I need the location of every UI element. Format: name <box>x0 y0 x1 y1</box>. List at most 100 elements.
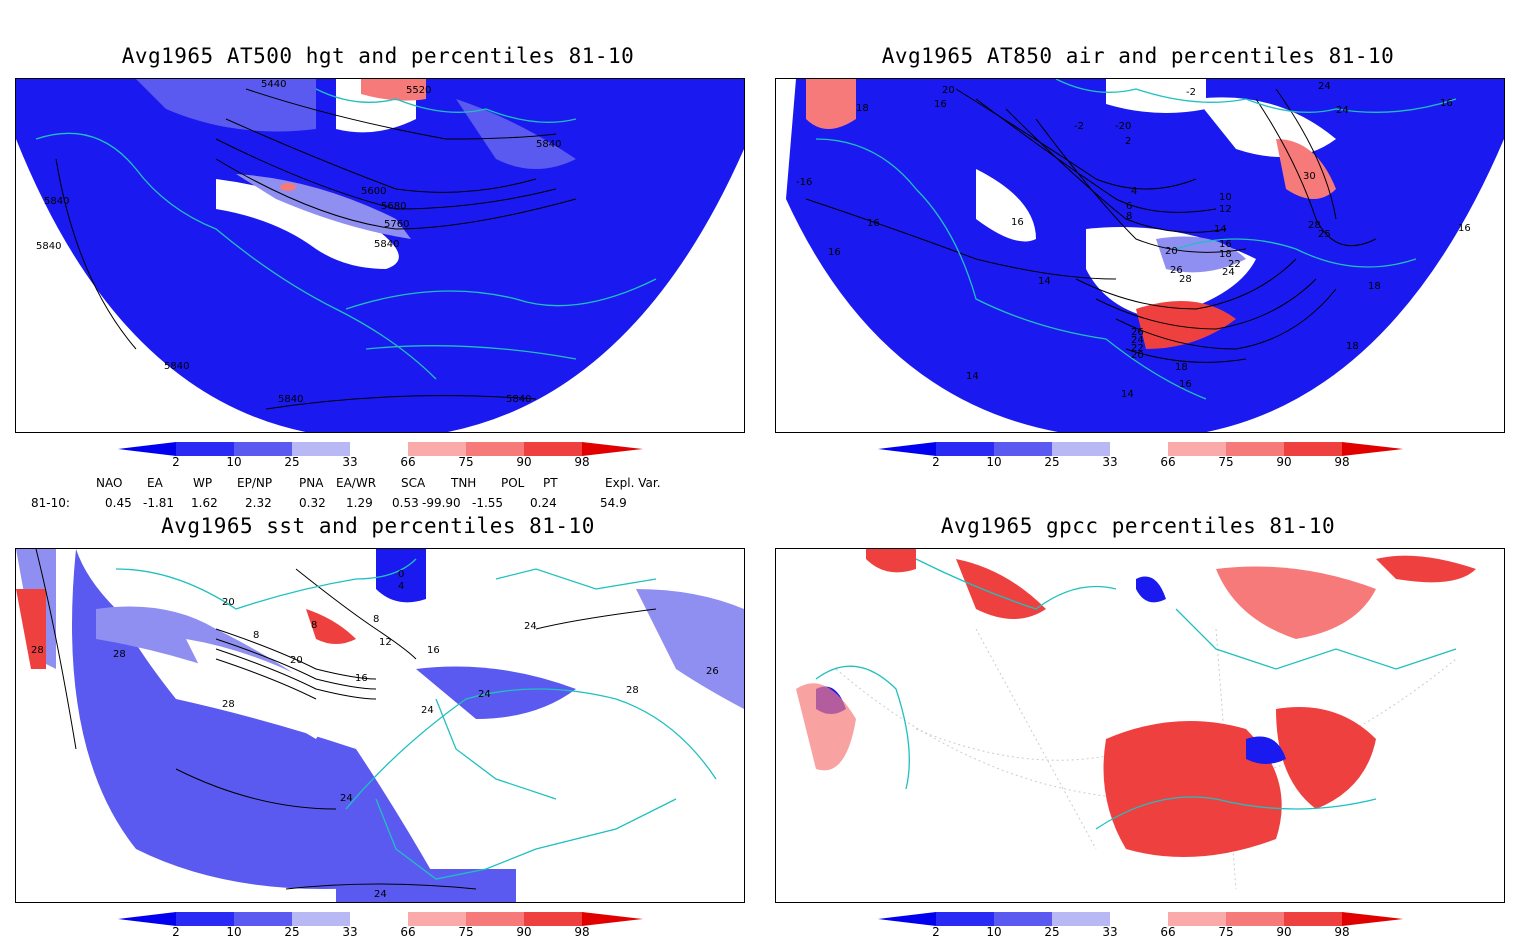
svg-text:16: 16 <box>828 247 841 258</box>
colorbar-air850: 2 10 25 33 66 75 90 98 <box>878 441 1403 471</box>
svg-text:-2: -2 <box>1115 121 1125 132</box>
svg-text:26: 26 <box>706 666 719 677</box>
svg-text:28: 28 <box>1308 220 1321 231</box>
colorbar-tick: 98 <box>1334 925 1350 939</box>
index-header-wp: WP <box>193 476 213 490</box>
panel-title-hgt500: Avg1965 AT500 hgt and percentiles 81-10 <box>121 44 635 68</box>
svg-text:5760: 5760 <box>384 219 409 230</box>
svg-text:14: 14 <box>966 371 979 382</box>
svg-text:8: 8 <box>311 620 317 631</box>
svg-text:20: 20 <box>1165 246 1178 257</box>
svg-text:5840: 5840 <box>164 361 189 372</box>
svg-text:28: 28 <box>113 649 126 660</box>
colorbar-tick: 2 <box>172 925 180 939</box>
colorbar-tick: 33 <box>1102 455 1118 469</box>
svg-text:14: 14 <box>1214 224 1227 235</box>
colorbar-hgt500: 2 10 25 33 66 75 90 98 <box>118 441 643 471</box>
map-hgt500: 5440 5520 5840 5600 5680 5760 5840 5840 … <box>15 78 745 433</box>
svg-text:12: 12 <box>379 637 392 648</box>
colorbar-tick: 33 <box>1102 925 1118 939</box>
svg-text:24: 24 <box>374 889 387 900</box>
svg-text:5840: 5840 <box>374 239 399 250</box>
colorbar-tick: 33 <box>342 925 358 939</box>
svg-text:28: 28 <box>626 685 639 696</box>
svg-text:5840: 5840 <box>536 139 561 150</box>
colorbar-tick: 90 <box>516 925 532 939</box>
svg-text:12: 12 <box>1219 204 1232 215</box>
svg-text:10: 10 <box>1219 192 1232 203</box>
colorbar-tick: 66 <box>1160 925 1176 939</box>
colorbar-tick: 10 <box>226 925 242 939</box>
svg-text:8: 8 <box>373 614 379 625</box>
svg-text:24: 24 <box>1336 105 1349 116</box>
index-header-epnp: EP/NP <box>237 476 273 490</box>
svg-text:0: 0 <box>398 569 404 580</box>
svg-text:16: 16 <box>934 99 947 110</box>
svg-text:16: 16 <box>427 645 440 656</box>
colorbar-tick: 75 <box>458 455 474 469</box>
index-header-pna: PNA <box>299 476 324 490</box>
colorbar-swatches <box>118 442 643 456</box>
svg-text:18: 18 <box>856 103 869 114</box>
svg-text:30: 30 <box>1303 171 1316 182</box>
index-header-ea: EA <box>147 476 163 490</box>
colorbar-tick: 75 <box>1218 925 1234 939</box>
svg-text:20: 20 <box>222 597 235 608</box>
colorbar-tick: 98 <box>1334 455 1350 469</box>
colorbar-tick: 66 <box>1160 455 1176 469</box>
svg-text:5840: 5840 <box>36 241 61 252</box>
index-header-nao: NAO <box>96 476 123 490</box>
svg-text:-2: -2 <box>1074 121 1084 132</box>
colorbar-tick: 75 <box>458 925 474 939</box>
index-value-epnp: 2.32 <box>245 496 272 510</box>
svg-text:8: 8 <box>253 630 259 641</box>
svg-text:0: 0 <box>1125 121 1131 132</box>
svg-text:20: 20 <box>290 655 303 666</box>
panel-title-air850: Avg1965 AT850 air and percentiles 81-10 <box>881 44 1395 68</box>
svg-text:16: 16 <box>1458 223 1471 234</box>
colorbar-tick: 25 <box>1044 455 1060 469</box>
svg-text:4: 4 <box>398 581 404 592</box>
index-value-pol: -1.55 <box>472 496 504 510</box>
svg-text:22: 22 <box>1131 343 1144 354</box>
colorbar-tick: 66 <box>400 455 416 469</box>
colorbar-tick: 25 <box>284 455 300 469</box>
svg-text:24: 24 <box>1318 81 1331 92</box>
svg-text:24: 24 <box>478 689 491 700</box>
map-sst: 28 28 20 16 16 8 8 12 20 8 24 28 28 26 2… <box>15 548 745 903</box>
colorbar-tick: 25 <box>284 925 300 939</box>
svg-text:24: 24 <box>340 793 353 804</box>
index-header-tnh: TNH <box>451 476 477 490</box>
svg-text:24: 24 <box>1131 335 1144 346</box>
svg-text:5680: 5680 <box>381 201 406 212</box>
index-value-eawr: 1.29 <box>346 496 373 510</box>
svg-text:14: 14 <box>1038 276 1051 287</box>
colorbar-tick: 90 <box>1276 925 1292 939</box>
svg-text:-16: -16 <box>796 177 812 188</box>
svg-text:2: 2 <box>1125 136 1131 147</box>
svg-text:14: 14 <box>1121 389 1134 400</box>
colorbar-swatches <box>118 912 643 926</box>
index-value-explvar: 54.9 <box>600 496 627 510</box>
teleconnection-index-table: NAO EA WP EP/NP PNA EA/WR SCA TNH POL PT… <box>0 474 760 514</box>
colorbar-tick: 98 <box>574 925 590 939</box>
svg-text:16: 16 <box>355 673 368 684</box>
index-value-ea: -1.81 <box>143 496 175 510</box>
index-value-pt: 0.24 <box>530 496 557 510</box>
index-header-explvar: Expl. Var. <box>605 476 661 490</box>
svg-text:-2: -2 <box>1186 87 1196 98</box>
colorbar-tick: 33 <box>342 455 358 469</box>
index-value-tnh: -99.90 <box>422 496 461 510</box>
svg-text:22: 22 <box>1228 259 1241 270</box>
svg-text:5840: 5840 <box>278 394 303 405</box>
index-value-wp: 1.62 <box>191 496 218 510</box>
panel-title-gpcc: Avg1965 gpcc percentiles 81-10 <box>940 514 1336 538</box>
index-header-sca: SCA <box>401 476 426 490</box>
colorbar-swatches <box>878 912 1403 926</box>
colorbar-tick: 75 <box>1218 455 1234 469</box>
index-value-nao: 0.45 <box>105 496 132 510</box>
index-value-sca: 0.53 <box>392 496 419 510</box>
svg-text:20: 20 <box>942 85 955 96</box>
svg-text:5840: 5840 <box>44 196 69 207</box>
svg-text:20: 20 <box>1131 350 1144 361</box>
